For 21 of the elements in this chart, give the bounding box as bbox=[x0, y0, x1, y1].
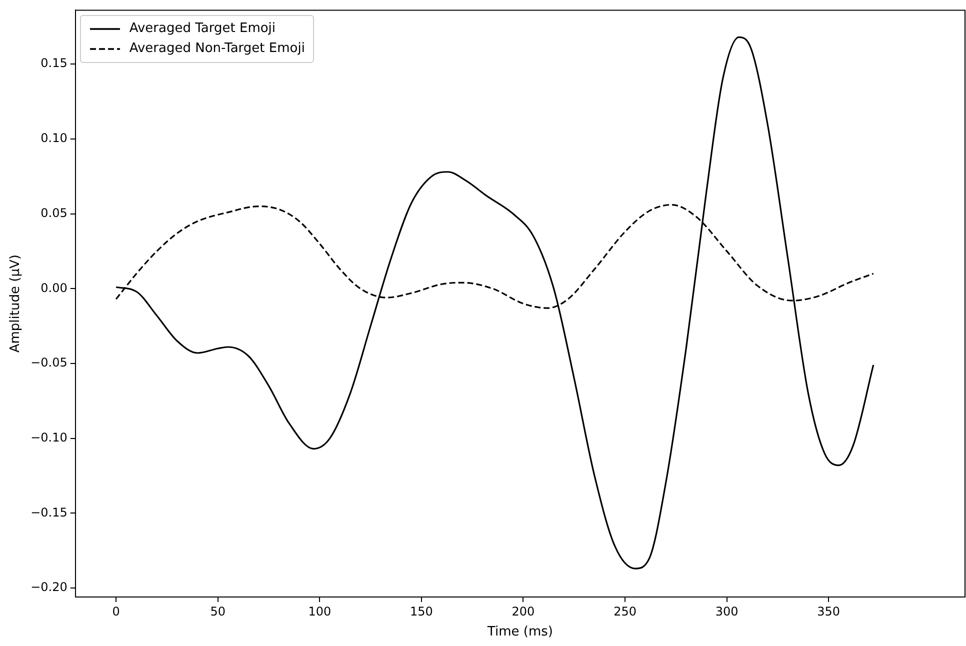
x-tick-label: 50 bbox=[210, 604, 226, 618]
legend-label: Averaged Target Emoji bbox=[129, 20, 276, 38]
y-axis-title: Amplitude (µV) bbox=[8, 254, 24, 353]
y-tick-label: −0.10 bbox=[30, 430, 68, 444]
y-tick-label: −0.20 bbox=[30, 580, 68, 594]
y-tick-label: 0.00 bbox=[40, 280, 68, 295]
x-tick-label: 200 bbox=[512, 604, 535, 618]
legend-label: Averaged Non-Target Emoji bbox=[129, 40, 305, 58]
y-tick-label: 0.05 bbox=[40, 206, 68, 220]
x-tick-label: 350 bbox=[817, 604, 840, 618]
y-tick-label: 0.10 bbox=[40, 131, 68, 146]
line-series bbox=[115, 36, 874, 570]
x-tick-label: 0 bbox=[112, 604, 120, 618]
x-axis-title: Time (ms) bbox=[486, 624, 553, 640]
x-tick-label: 100 bbox=[308, 604, 332, 618]
x-tick-label: 250 bbox=[614, 604, 636, 618]
x-tick-label: 300 bbox=[715, 604, 738, 618]
y-tick-label: −0.05 bbox=[30, 356, 68, 370]
y-tick-label: 0.15 bbox=[40, 56, 68, 70]
y-tick-label: −0.15 bbox=[30, 505, 68, 520]
x-tick-label: 150 bbox=[410, 604, 433, 618]
